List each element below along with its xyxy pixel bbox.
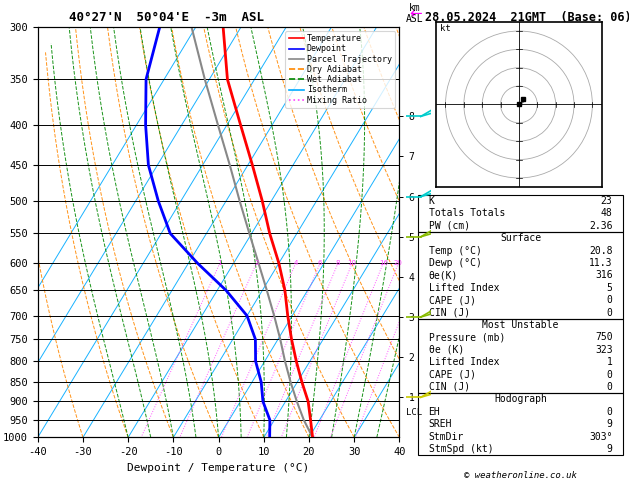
- Text: Hodograph: Hodograph: [494, 394, 547, 404]
- Text: 28.05.2024  21GMT  (Base: 06): 28.05.2024 21GMT (Base: 06): [425, 11, 629, 24]
- Text: 20.8: 20.8: [589, 245, 613, 256]
- Text: 323: 323: [595, 345, 613, 355]
- Text: 303°: 303°: [589, 432, 613, 441]
- Text: 1: 1: [606, 357, 613, 367]
- Text: CIN (J): CIN (J): [428, 308, 470, 317]
- Text: 0: 0: [606, 295, 613, 305]
- Text: 9: 9: [606, 444, 613, 454]
- Text: 1: 1: [218, 260, 222, 266]
- Text: Most Unstable: Most Unstable: [482, 320, 559, 330]
- Text: K: K: [428, 196, 435, 206]
- Text: 16: 16: [379, 260, 387, 266]
- Text: © weatheronline.co.uk: © weatheronline.co.uk: [464, 471, 577, 480]
- Bar: [418, 319, 623, 393]
- Text: km
ASL: km ASL: [406, 3, 424, 24]
- Text: Lifted Index: Lifted Index: [428, 357, 499, 367]
- Text: 750: 750: [595, 332, 613, 342]
- Text: 20: 20: [394, 260, 403, 266]
- Text: 5: 5: [606, 283, 613, 293]
- Text: kt: kt: [440, 24, 451, 33]
- X-axis label: Dewpoint / Temperature (°C): Dewpoint / Temperature (°C): [128, 463, 309, 473]
- Bar: [418, 232, 623, 319]
- Text: LCL: LCL: [406, 408, 423, 417]
- Text: 9: 9: [606, 419, 613, 429]
- Text: 40°27'N  50°04'E  -3m  ASL: 40°27'N 50°04'E -3m ASL: [69, 11, 264, 24]
- Text: θe (K): θe (K): [428, 345, 464, 355]
- Text: 11.3: 11.3: [589, 258, 613, 268]
- Text: SREH: SREH: [428, 419, 452, 429]
- Text: Surface: Surface: [500, 233, 541, 243]
- Text: StmDir: StmDir: [428, 432, 464, 441]
- Text: 23: 23: [601, 196, 613, 206]
- Text: StmSpd (kt): StmSpd (kt): [428, 444, 493, 454]
- Legend: Temperature, Dewpoint, Parcel Trajectory, Dry Adiabat, Wet Adiabat, Isotherm, Mi: Temperature, Dewpoint, Parcel Trajectory…: [285, 31, 395, 108]
- Text: 2: 2: [254, 260, 259, 266]
- Text: 48: 48: [601, 208, 613, 218]
- Text: 0: 0: [606, 407, 613, 417]
- Text: θe(K): θe(K): [428, 270, 458, 280]
- Text: PW (cm): PW (cm): [428, 221, 470, 231]
- Text: 4: 4: [294, 260, 298, 266]
- Text: 0: 0: [606, 308, 613, 317]
- Text: Totals Totals: Totals Totals: [428, 208, 505, 218]
- Bar: [418, 393, 623, 455]
- Text: CAPE (J): CAPE (J): [428, 369, 476, 380]
- Text: 316: 316: [595, 270, 613, 280]
- Text: Temp (°C): Temp (°C): [428, 245, 481, 256]
- Text: Dewp (°C): Dewp (°C): [428, 258, 481, 268]
- Text: 6: 6: [318, 260, 322, 266]
- Text: ←: ←: [409, 7, 421, 22]
- Text: 2.36: 2.36: [589, 221, 613, 231]
- Text: Lifted Index: Lifted Index: [428, 283, 499, 293]
- Text: CIN (J): CIN (J): [428, 382, 470, 392]
- Text: 0: 0: [606, 382, 613, 392]
- Bar: [418, 195, 623, 232]
- Text: 8: 8: [336, 260, 340, 266]
- Text: EH: EH: [428, 407, 440, 417]
- Text: Pressure (mb): Pressure (mb): [428, 332, 505, 342]
- Text: 10: 10: [348, 260, 357, 266]
- Text: 0: 0: [606, 369, 613, 380]
- Text: CAPE (J): CAPE (J): [428, 295, 476, 305]
